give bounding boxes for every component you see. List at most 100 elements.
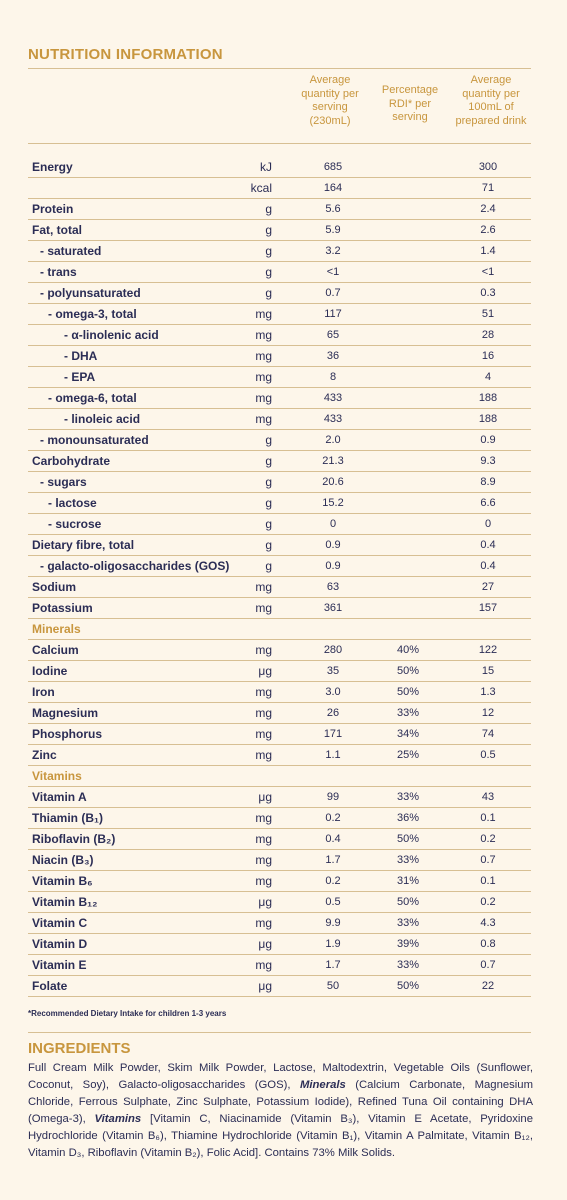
nutrient-name: Vitamin D [32, 937, 88, 951]
nutrient-name: - EPA [64, 370, 96, 384]
nutrient-name: Folate [32, 979, 68, 993]
row-divider [28, 954, 531, 955]
nutrient-unit: g [265, 433, 272, 447]
avg-per-100ml: 71 [481, 182, 495, 194]
nutrient-unit: g [265, 265, 272, 279]
row-divider [28, 261, 531, 262]
rdi-percent: 25% [396, 749, 420, 761]
avg-per-100ml: <1 [481, 266, 495, 278]
nutrient-unit: g [265, 496, 272, 510]
avg-per-100ml: 22 [481, 980, 495, 992]
nutrient-name: Carbohydrate [32, 454, 111, 468]
rdi-percent: 39% [396, 938, 420, 950]
table-row: kcal 164 71 [28, 178, 531, 199]
avg-per-serving: 21.3 [322, 455, 344, 467]
row-divider [28, 807, 531, 808]
avg-per-100ml: 9.3 [480, 455, 496, 467]
footnote: *Recommended Dietary Intake for children… [28, 1009, 227, 1018]
avg-per-100ml: 300 [478, 161, 498, 173]
avg-per-100ml: 0.5 [480, 749, 496, 761]
avg-per-100ml: 27 [481, 581, 495, 593]
avg-per-serving: 50 [326, 980, 340, 992]
nutrient-name: Phosphorus [32, 727, 103, 741]
rdi-percent: 50% [396, 896, 420, 908]
nutrition-title: NUTRITION INFORMATION [28, 46, 223, 63]
nutrient-name: Riboflavin (B₂) [32, 832, 116, 846]
table-row: - omega-3, total mg 117 51 [28, 304, 531, 325]
avg-per-100ml: 1.4 [480, 245, 496, 257]
avg-per-serving: 0.2 [325, 812, 341, 824]
nutrient-name: Energy [32, 160, 73, 174]
avg-per-serving: 1.7 [325, 959, 341, 971]
avg-per-100ml: 4.3 [480, 917, 496, 929]
nutrient-name: - α-linolenic acid [64, 328, 159, 342]
nutrient-unit: mg [255, 916, 272, 930]
row-divider [28, 681, 531, 682]
table-row: - monounsaturated g 2.0 0.9 [28, 430, 531, 451]
table-row: Thiamin (B₁) mg 0.2 36% 0.1 [28, 808, 531, 829]
row-divider [28, 282, 531, 283]
avg-per-100ml: 0.7 [480, 959, 496, 971]
nutrient-name: - lactose [48, 496, 97, 510]
avg-per-100ml: 0.8 [480, 938, 496, 950]
avg-per-serving: 171 [323, 728, 343, 740]
rdi-percent: 33% [396, 707, 420, 719]
avg-per-100ml: 0.1 [480, 812, 496, 824]
ingredients-part-2: (Calcium Carbonate, Magnesium Chloride, … [28, 1079, 533, 1125]
table-row: - trans g <1 <1 [28, 262, 531, 283]
col-header-avg-100ml: Average quantity per 100mL of prepared d… [455, 74, 527, 127]
row-divider [28, 366, 531, 367]
nutrient-name: - sucrose [48, 517, 102, 531]
nutrient-name: - omega-6, total [48, 391, 137, 405]
nutrient-unit: μg [258, 664, 272, 678]
nutrient-unit: kJ [260, 160, 272, 174]
avg-per-serving: 0.9 [325, 560, 341, 572]
nutrient-unit: μg [258, 979, 272, 993]
nutrient-unit: μg [258, 790, 272, 804]
avg-per-100ml: 8.9 [480, 476, 496, 488]
footnote-divider [28, 1032, 531, 1033]
table-row: Riboflavin (B₂) mg 0.4 50% 0.2 [28, 829, 531, 850]
nutrient-name: Vitamin C [32, 916, 88, 930]
table-row: Magnesium mg 26 33% 12 [28, 703, 531, 724]
avg-per-serving: 164 [323, 182, 343, 194]
table-row: - polyunsaturated g 0.7 0.3 [28, 283, 531, 304]
avg-per-serving: 2.0 [325, 434, 341, 446]
nutrient-unit: mg [255, 307, 272, 321]
nutrient-unit: g [265, 559, 272, 573]
table-row: Iodine μg 35 50% 15 [28, 661, 531, 682]
row-divider [28, 765, 531, 766]
nutrient-name: - sugars [40, 475, 87, 489]
section-label: Minerals [32, 622, 81, 636]
nutrient-name: - linoleic acid [64, 412, 141, 426]
avg-per-100ml: 1.3 [480, 686, 496, 698]
nutrient-name: Vitamin E [32, 958, 87, 972]
avg-per-serving: 0.2 [325, 875, 341, 887]
avg-per-100ml: 0.4 [480, 539, 496, 551]
rdi-percent: 33% [396, 959, 420, 971]
row-divider [28, 618, 531, 619]
nutrient-unit: g [265, 286, 272, 300]
table-row: - saturated g 3.2 1.4 [28, 241, 531, 262]
row-divider [28, 870, 531, 871]
rdi-percent: 33% [396, 854, 420, 866]
table-row: - α-linolenic acid mg 65 28 [28, 325, 531, 346]
row-divider [28, 450, 531, 451]
avg-per-serving: 685 [323, 161, 343, 173]
avg-per-100ml: 0.7 [480, 854, 496, 866]
avg-per-serving: 0.7 [325, 287, 341, 299]
nutrient-unit: g [265, 538, 272, 552]
avg-per-serving: 3.2 [325, 245, 341, 257]
nutrient-name: Potassium [32, 601, 93, 615]
rdi-percent: 40% [396, 644, 420, 656]
row-divider [28, 513, 531, 514]
avg-per-100ml: 6.6 [480, 497, 496, 509]
row-divider [28, 975, 531, 976]
avg-per-100ml: 43 [481, 791, 495, 803]
nutrient-unit: mg [255, 874, 272, 888]
nutrient-name: Thiamin (B₁) [32, 811, 103, 825]
row-divider [28, 660, 531, 661]
rdi-percent: 50% [396, 833, 420, 845]
nutrient-name: Zinc [32, 748, 57, 762]
table-row: - galacto-oligosaccharides (GOS) g 0.9 0.4 [28, 556, 531, 577]
